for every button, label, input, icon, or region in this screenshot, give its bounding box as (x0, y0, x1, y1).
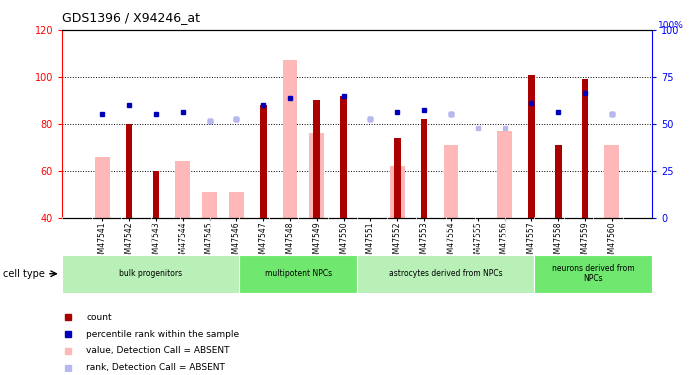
Bar (229, 192, 244, 217)
Bar (497, 131, 512, 218)
Text: count: count (86, 313, 112, 322)
Text: value, Detection Call = ABSENT: value, Detection Call = ABSENT (86, 346, 230, 355)
Text: neurons derived from
NPCs: neurons derived from NPCs (552, 264, 634, 284)
Bar (390, 166, 404, 218)
Bar (95, 157, 110, 218)
Text: GDS1396 / X94246_at: GDS1396 / X94246_at (62, 11, 200, 24)
Text: multipotent NPCs: multipotent NPCs (264, 269, 332, 278)
Text: bulk progenitors: bulk progenitors (119, 269, 182, 278)
Bar (260, 105, 266, 218)
Bar (239, 255, 357, 292)
Text: percentile rank within the sample: percentile rank within the sample (86, 330, 239, 339)
Bar (313, 100, 320, 218)
Text: astrocytes derived from NPCs: astrocytes derived from NPCs (388, 269, 502, 278)
Bar (604, 145, 619, 218)
Bar (310, 133, 324, 218)
Bar (283, 60, 297, 217)
Bar (555, 145, 562, 218)
Bar (357, 255, 534, 292)
Bar (421, 119, 428, 218)
Text: 100%: 100% (658, 21, 684, 30)
Bar (582, 79, 589, 218)
Text: rank, Detection Call = ABSENT: rank, Detection Call = ABSENT (86, 363, 225, 372)
Bar (340, 96, 347, 218)
Bar (528, 75, 535, 217)
Bar (202, 192, 217, 217)
Bar (175, 161, 190, 218)
Bar (534, 255, 652, 292)
Text: cell type: cell type (3, 269, 46, 279)
Bar (62, 255, 239, 292)
Bar (444, 145, 458, 218)
Bar (126, 124, 132, 218)
Bar (152, 171, 159, 217)
Bar (394, 138, 401, 218)
